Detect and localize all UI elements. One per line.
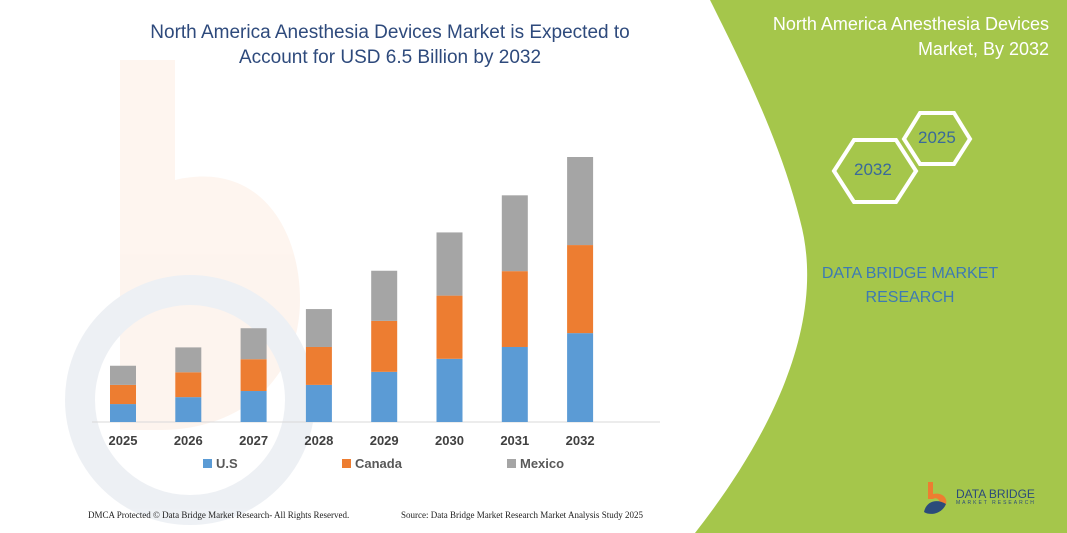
x-tick-label: 2028: [304, 433, 334, 448]
bar-us-2026: [175, 397, 202, 422]
x-tick-label: 2031: [500, 433, 530, 448]
x-tick-label: 2029: [369, 433, 399, 448]
hexagon-2032: [831, 138, 919, 204]
logo-subtext: MARKET RESEARCH: [956, 500, 1036, 506]
bar-mexico-2025: [110, 365, 136, 385]
chart-title: North America Anesthesia Devices Market …: [150, 22, 630, 68]
bar-canada-2031: [501, 271, 528, 347]
legend-item-canada: Canada: [342, 456, 402, 471]
bar-canada-2029: [371, 320, 398, 372]
brand-text: DATA BRIDGE MARKET RESEARCH: [821, 265, 999, 306]
legend-item-us: U.S: [203, 456, 238, 471]
legend-item-mexico: Mexico: [507, 456, 564, 471]
copyright-text: DMCA Protected © Data Bridge Market Rese…: [88, 510, 350, 520]
hex-label-2025: 2025: [918, 128, 956, 147]
year-hexagons: [831, 111, 973, 204]
bar-canada-2028: [305, 346, 332, 385]
green-panel: [695, 0, 1067, 533]
legend-swatch: [342, 459, 351, 468]
bar-canada-2026: [175, 372, 202, 398]
legend-label: Canada: [355, 456, 402, 471]
bar-us-2031: [501, 346, 528, 422]
bar-canada-2027: [240, 359, 267, 392]
bar-us-2032: [567, 333, 594, 422]
bar-us-2025: [110, 404, 136, 422]
bar-us-2027: [240, 391, 267, 422]
legend-swatch: [507, 459, 516, 468]
bar-us-2029: [371, 371, 398, 422]
bar-mexico-2030: [436, 232, 463, 296]
bar-canada-2032: [567, 245, 594, 334]
bar-canada-2030: [436, 295, 463, 359]
logo-icon: [924, 482, 947, 514]
bar-us-2028: [305, 384, 332, 422]
bar-mexico-2032: [567, 157, 594, 246]
bar-mexico-2031: [501, 195, 528, 272]
bars: [110, 157, 594, 422]
legend-label: U.S: [216, 456, 238, 471]
x-tick-label: 2030: [435, 433, 464, 448]
bar-mexico-2026: [175, 347, 202, 373]
bar-canada-2025: [110, 384, 136, 405]
data-bridge-logo: DATA BRIDGE MARKET RESEARCH: [920, 480, 1036, 514]
x-tick-label: 2032: [565, 433, 595, 448]
logo-text: DATA BRIDGE: [956, 487, 1035, 501]
bar-mexico-2028: [305, 309, 332, 347]
legend-swatch: [203, 459, 212, 468]
source-text: Source: Data Bridge Market Research Mark…: [401, 510, 643, 520]
bar-mexico-2029: [371, 270, 398, 321]
bar-mexico-2027: [240, 328, 267, 360]
x-tick-label: 2027: [239, 433, 269, 448]
x-tick-label: 2025: [108, 433, 138, 448]
x-tick-label: 2026: [173, 433, 203, 448]
bar-us-2030: [436, 358, 463, 422]
legend-label: Mexico: [520, 456, 565, 471]
side-panel-title: North America Anesthesia Devices Market,…: [772, 14, 1049, 59]
hexagon-2025: [901, 111, 973, 166]
hex-label-2032: 2032: [854, 160, 892, 179]
